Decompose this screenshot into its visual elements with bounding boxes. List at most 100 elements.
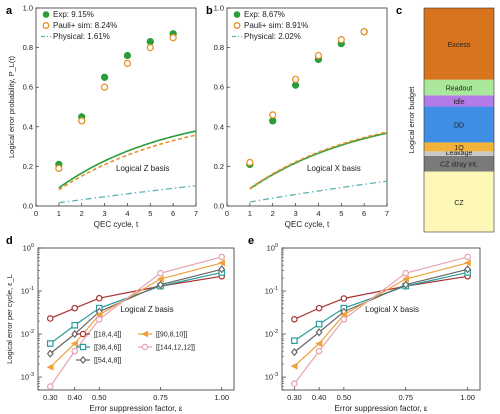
y-tick-label: 0.2 [23, 162, 33, 171]
legend-sim-label: Pauli+ sim: 8.24% [53, 21, 117, 30]
x-tick-label: 0 [34, 209, 38, 218]
x-tick-label: 5 [148, 209, 152, 218]
y-tick-label: 100 [267, 243, 278, 253]
y-tick-label: 0.8 [214, 43, 224, 52]
plot-frame-a [35, 7, 197, 207]
plot-frame-e [281, 247, 481, 391]
series-point [291, 337, 298, 344]
sim-data-point [337, 36, 345, 44]
legend-sim-marker [42, 22, 50, 29]
series-point [463, 259, 471, 267]
legend-sim-label: Pauli+ sim: 8.91% [244, 21, 308, 30]
legend-marker [79, 330, 87, 338]
sim-data-point [246, 158, 254, 167]
exp-data-point [146, 38, 154, 46]
x-tick-label: 0.40 [67, 393, 82, 402]
legend-sim-marker [233, 22, 241, 29]
basis-annotation: Logical X basis [365, 305, 419, 314]
series-point [46, 363, 54, 371]
sim-data-point [360, 28, 368, 36]
series-point [401, 275, 409, 283]
series-point [464, 253, 471, 261]
series-point [157, 280, 164, 289]
basis-annotation: Logical X basis [307, 164, 361, 173]
y-tick-label: 10-1 [21, 286, 34, 296]
panel-letter-e: e [248, 235, 254, 247]
x-tick-label: 3 [102, 209, 106, 218]
sim-data-point [100, 83, 109, 91]
panel-letter-d: d [6, 235, 13, 247]
x-tick-label: 2 [271, 209, 275, 218]
legend-marker [79, 343, 87, 351]
sim-data-point [169, 34, 177, 42]
x-tick-label: 1 [248, 209, 252, 218]
exp-data-point [123, 51, 132, 60]
y-tick-label: 10-1 [265, 286, 278, 296]
legend-exp-marker [42, 11, 50, 18]
fit-curve-dashdot [58, 185, 197, 204]
y-axis-label: Logical error per cycle, ε_L [5, 274, 14, 364]
legend-label: [[54,4,8]] [94, 358, 121, 365]
legend-exp-marker [233, 11, 241, 18]
x-tick-label: 1.00 [460, 393, 475, 402]
series-point [71, 347, 79, 355]
legend-marker [141, 343, 149, 351]
series-point [464, 265, 472, 274]
x-tick-label: 1.00 [214, 393, 229, 402]
series-point [46, 315, 54, 322]
budget-segment-label: Idle [453, 99, 464, 106]
series-point [71, 329, 79, 339]
budget-segment-label: Leakage [446, 150, 473, 157]
x-axis-label: QEC cycle, t [94, 220, 139, 229]
series-point [315, 340, 323, 348]
series-point [315, 320, 323, 328]
legend-label: [[36,4,6]] [94, 345, 121, 352]
x-tick-label: 4 [125, 209, 129, 218]
budget-segment [424, 151, 494, 156]
y-tick-label: 100 [23, 243, 34, 253]
x-tick-label: 4 [316, 209, 320, 218]
x-tick-label: 0.50 [337, 393, 352, 402]
sim-data-point [269, 111, 277, 119]
x-tick-label: 1 [57, 209, 61, 218]
x-tick-label: 7 [194, 209, 198, 218]
budget-segment-label: DD [454, 122, 464, 129]
panel-letter-a: a [6, 5, 13, 17]
series-point [71, 304, 79, 312]
x-tick-label: 7 [385, 209, 389, 218]
x-tick-label: 0.75 [398, 393, 413, 402]
series-point [291, 380, 298, 388]
sim-data-point [78, 117, 86, 125]
x-tick-label: 0.30 [43, 393, 58, 402]
series-point [218, 253, 226, 261]
plot-frame-b [226, 7, 388, 207]
series-point [70, 340, 78, 348]
y-tick-label: 0.4 [23, 122, 33, 131]
legend-physical-label: Physical: 2.02% [244, 32, 301, 41]
series-point [157, 269, 164, 277]
y-tick-label: 10-2 [21, 329, 34, 339]
x-axis-label: Error suppression factor, ε [335, 404, 428, 413]
y-tick-label: 0.6 [214, 83, 224, 92]
x-tick-label: 0 [225, 209, 229, 218]
legend-exp-label: Exp: 8.67% [244, 10, 285, 19]
budget-segment-label: CZ stray int. [440, 162, 478, 169]
y-tick-label: 10-3 [265, 372, 278, 382]
legend-exp-label: Exp: 9.15% [53, 10, 94, 19]
x-tick-label: 0.75 [153, 393, 168, 402]
series-point [290, 362, 298, 370]
sim-data-point [146, 43, 154, 52]
sim-data-point [55, 164, 63, 173]
fit-curve-dashed [58, 134, 197, 191]
budget-segment [424, 106, 494, 143]
x-tick-label: 0.40 [312, 393, 327, 402]
series-point [46, 340, 54, 347]
x-tick-label: 2 [80, 209, 84, 218]
budget-segment-label: Excess [448, 42, 471, 49]
series-point [315, 347, 323, 355]
x-tick-label: 0.30 [287, 393, 302, 402]
exp-data-point [291, 81, 300, 89]
series-point [315, 304, 323, 312]
y-tick-label: 0.2 [214, 162, 224, 171]
panel-letter-c: c [396, 5, 402, 17]
